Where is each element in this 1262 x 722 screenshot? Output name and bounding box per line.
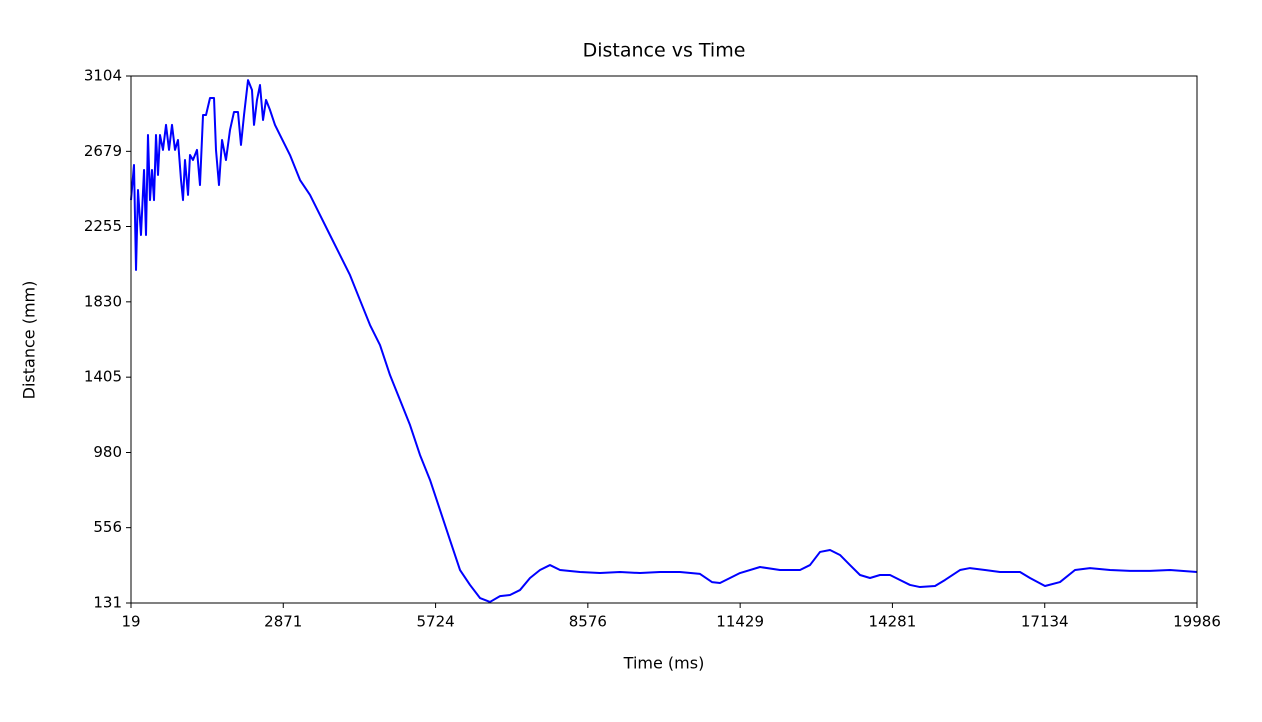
y-tick-label: 3104 [84,67,122,85]
y-axis-label: Distance (mm) [20,281,39,400]
x-tick-label: 19986 [1173,613,1221,631]
x-tick-label: 19 [121,613,140,631]
y-tick-label: 2255 [84,217,122,235]
x-tick-label: 2871 [264,613,302,631]
x-tick-label: 14281 [869,613,917,631]
y-tick-label: 1830 [84,292,122,310]
y-tick-label: 131 [93,594,122,612]
y-tick-label: 980 [93,443,122,461]
x-axis-label: Time (ms) [623,654,705,673]
y-tick-label: 1405 [84,368,122,386]
plot-frame [130,75,1198,604]
y-tick-label: 556 [93,518,122,536]
data-line [130,79,1198,603]
x-tick-label: 17134 [1021,613,1069,631]
x-tick-label: 8576 [569,613,607,631]
x-tick-label: 11429 [716,613,764,631]
x-tick-label: 5724 [416,613,454,631]
y-tick-label: 2679 [84,142,122,160]
chart-title: Distance vs Time [583,40,746,62]
